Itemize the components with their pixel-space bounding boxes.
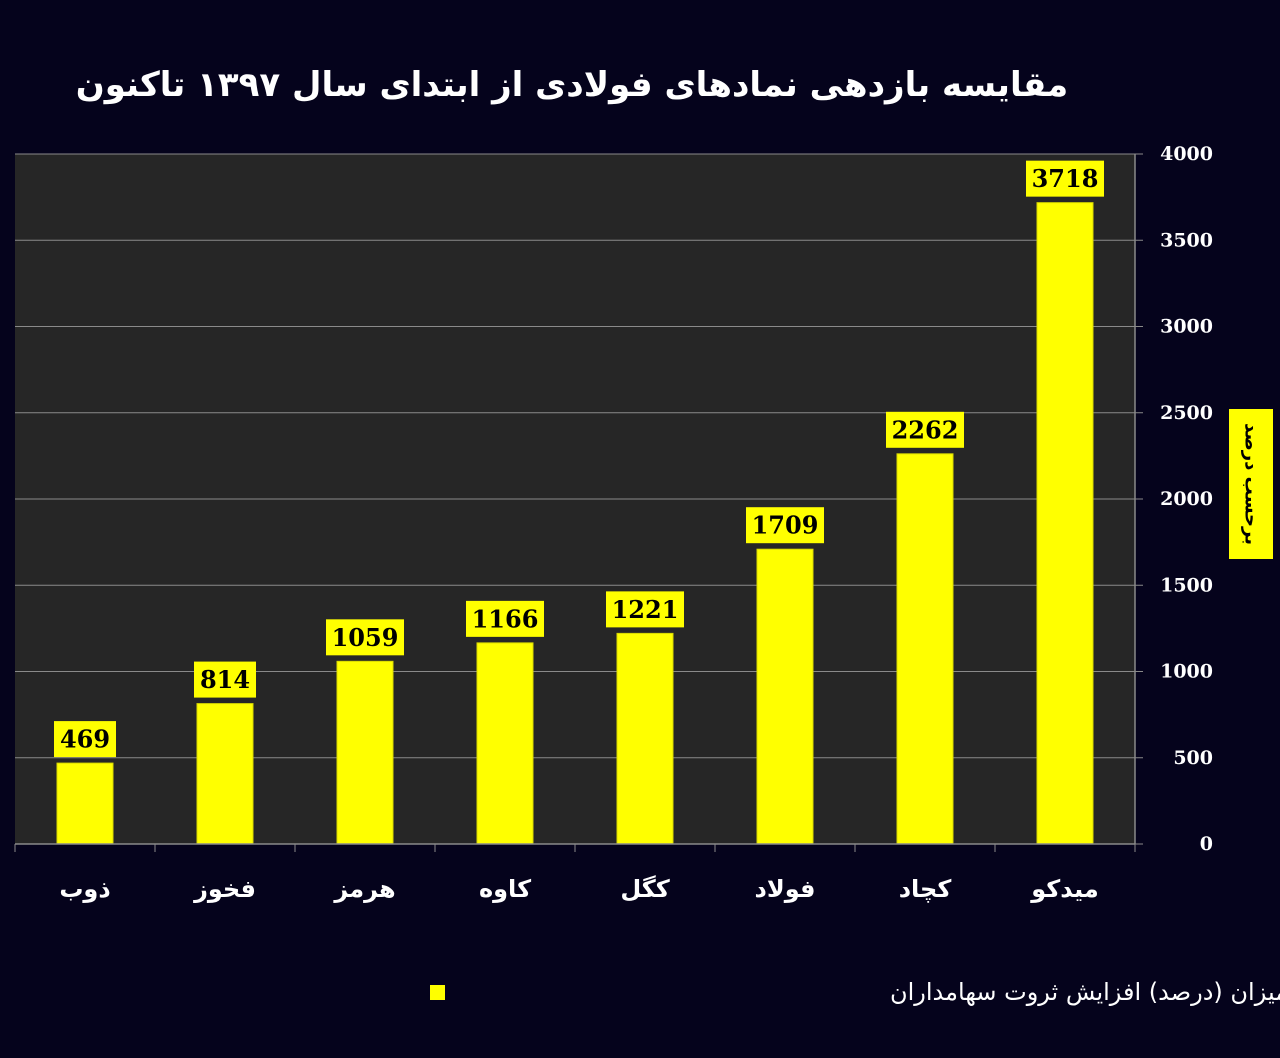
x-tick-label: فخوز	[193, 875, 256, 903]
y-axis-label: برحسب درصد	[1241, 423, 1262, 545]
legend: میزان (درصد) افزایش ثروت سهامداران	[430, 978, 1280, 1006]
bar	[616, 632, 674, 845]
data-label: 469	[60, 725, 110, 754]
x-tick-label: فولاد	[755, 875, 816, 903]
y-tick-label: 1000	[1160, 661, 1213, 683]
y-axis-label-box	[1229, 409, 1273, 559]
data-label-box	[194, 661, 256, 698]
bar	[476, 642, 534, 845]
y-tick-label: 2000	[1160, 488, 1213, 510]
y-tick-label: 4000	[1160, 143, 1213, 165]
x-tick-label: هرمز	[333, 875, 395, 903]
y-axis-label-group: برحسب درصد	[1229, 409, 1273, 559]
bar	[336, 660, 394, 845]
bar	[56, 762, 114, 845]
bars-layer: 469 814 1059 1166 1221 1709 2262 3718	[54, 160, 1104, 845]
data-label-box	[886, 411, 964, 448]
chart-title: مقایسه بازدهی نمادهای فولادی از ابتدای س…	[76, 65, 1069, 105]
bar	[196, 703, 254, 845]
y-tick-label: 500	[1173, 747, 1213, 769]
y-tick-label: 3000	[1160, 316, 1213, 338]
x-tick-label: کچاد	[899, 875, 952, 903]
x-tick-label: میدکو	[1030, 875, 1099, 903]
x-tick-label: ذوب	[59, 875, 110, 903]
data-label-box	[746, 507, 824, 544]
data-label-box	[54, 721, 116, 758]
data-label: 1709	[752, 511, 819, 540]
bar	[896, 453, 954, 845]
legend-label: میزان (درصد) افزایش ثروت سهامداران	[890, 978, 1280, 1006]
data-label: 814	[200, 665, 250, 694]
data-label: 1166	[472, 604, 539, 633]
data-label-box	[1026, 160, 1104, 197]
y-tick-label: 0	[1200, 833, 1213, 855]
data-label: 1059	[332, 623, 399, 652]
x-tick-label: کگل	[620, 875, 669, 903]
data-label-box	[466, 600, 544, 637]
axis-layer: 0 500 1000 1500 2000 2500 3000 3500 4000 ذوب فخوز ه…	[14, 143, 1213, 903]
y-tick-label: 2500	[1160, 402, 1213, 424]
data-label-box	[326, 619, 404, 656]
bar	[756, 548, 814, 845]
y-tick-label: 3500	[1160, 229, 1213, 251]
bar	[1036, 202, 1094, 845]
data-label: 3718	[1032, 164, 1099, 193]
data-label: 1221	[612, 595, 679, 624]
x-tick-label: کاوه	[479, 875, 531, 903]
data-label: 2262	[892, 415, 959, 444]
legend-swatch	[430, 985, 445, 1000]
y-tick-label: 1500	[1160, 574, 1213, 596]
data-label-box	[606, 591, 684, 628]
